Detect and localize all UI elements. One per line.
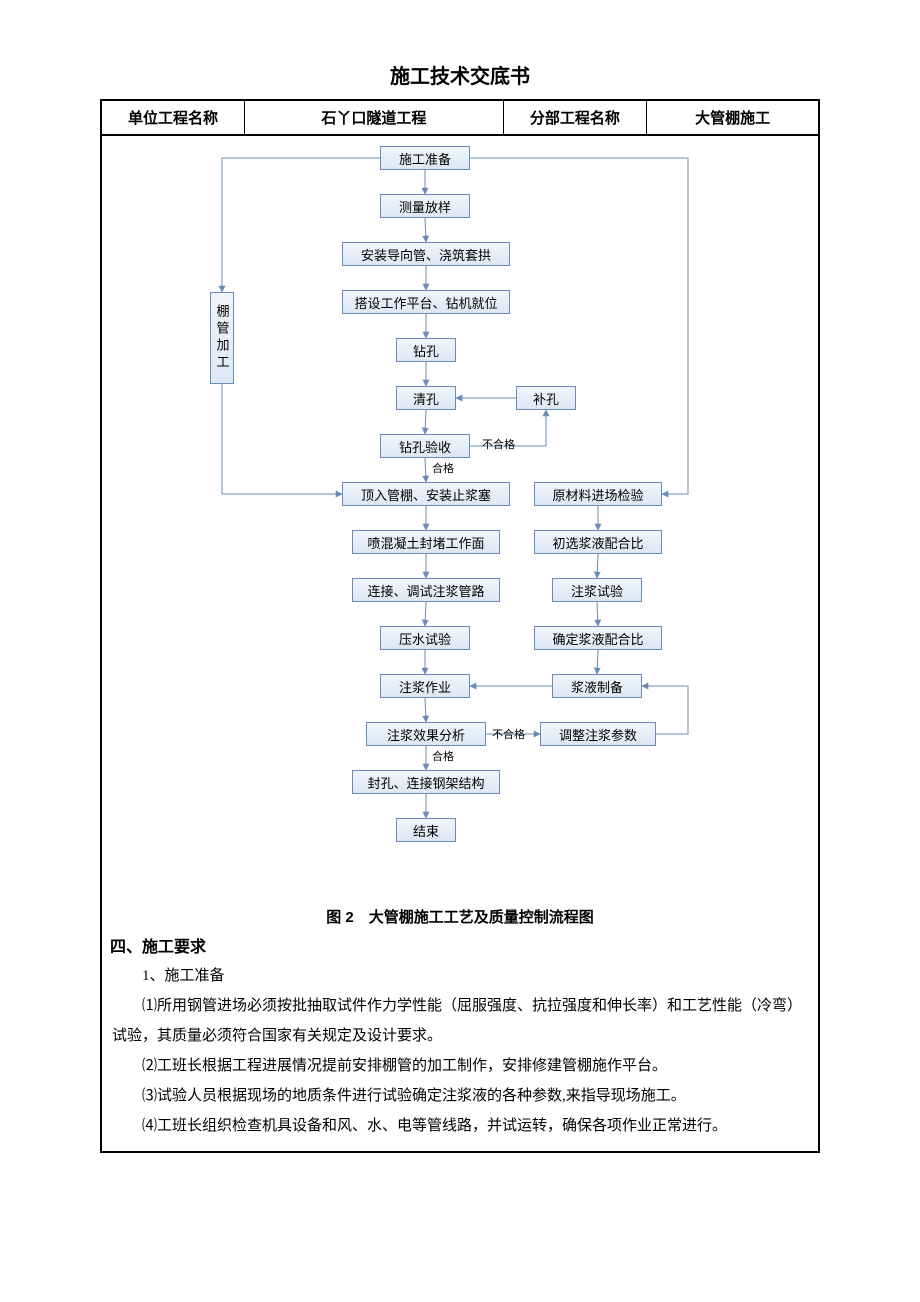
flow-edge [425, 602, 426, 626]
flow-edge [597, 602, 598, 626]
flow-edge-label: 不合格 [492, 726, 525, 742]
flow-edge [425, 698, 426, 722]
hdr-col1-value: 石丫口隧道工程 [245, 100, 503, 135]
flow-edge [425, 410, 426, 434]
flow-node-mix1: 初选浆液配合比 [534, 530, 662, 554]
para-4: ⑶试验人员根据现场的地质条件进行试验确定注浆液的各种参数,来指导现场施工。 [112, 1081, 808, 1111]
section-heading: 四、施工要求 [102, 933, 818, 957]
flow-edge [425, 218, 426, 242]
content-cell: 施工准备测量放样安装导向管、浇筑套拱搭设工作平台、钻机就位钻孔清孔 补孔钻孔验收顶… [100, 136, 820, 1153]
flow-node-gtest: 注浆试验 [552, 578, 642, 602]
flow-edge-label: 合格 [432, 460, 454, 476]
flow-edge [222, 384, 342, 494]
para-1: 1、施工准备 [112, 961, 808, 991]
flow-node-insert: 顶入管棚、安装止浆塞 [342, 482, 510, 506]
flow-edge-label: 合格 [432, 748, 454, 764]
flow-node-connect: 连接、调试注浆管路 [352, 578, 500, 602]
flow-node-adjust: 调整注浆参数 [540, 722, 656, 746]
flowchart: 施工准备测量放样安装导向管、浇筑套拱搭设工作平台、钻机就位钻孔清孔 补孔钻孔验收顶… [102, 136, 818, 896]
flow-node-clear: 清孔 [396, 386, 456, 410]
flow-node-mix2: 确定浆液配合比 [534, 626, 662, 650]
flow-node-survey: 测量放样 [380, 194, 470, 218]
flow-node-guide: 安装导向管、浇筑套拱 [342, 242, 510, 266]
figure-caption: 图 2 大管棚施工工艺及质量控制流程图 [102, 906, 818, 927]
flow-edge [425, 458, 426, 482]
flow-node-shotcrete: 喷混凝土封堵工作面 [352, 530, 500, 554]
flow-edge-label: 不合格 [482, 436, 515, 452]
flow-node-water: 压水试验 [380, 626, 470, 650]
hdr-col1-label: 单位工程名称 [101, 100, 245, 135]
flow-edge [597, 554, 598, 578]
para-3: ⑵工班长根据工程进展情况提前安排棚管的加工制作，安排修建管棚施作平台。 [112, 1051, 808, 1081]
flow-node-grout: 注浆作业 [380, 674, 470, 698]
hdr-col2-label: 分部工程名称 [503, 100, 647, 135]
flow-node-pipe: 棚管加工 [210, 292, 234, 384]
flow-node-drill: 钻孔 [396, 338, 456, 362]
flow-node-raw: 原材料进场检验 [534, 482, 662, 506]
flow-node-platform: 搭设工作平台、钻机就位 [342, 290, 510, 314]
flow-node-seal: 封孔、连接钢架结构 [352, 770, 500, 794]
para-5: ⑷工班长组织检查机具设备和风、水、电等管线路，并试运转，确保各项作业正常进行。 [112, 1111, 808, 1141]
flow-edge [222, 158, 380, 292]
flow-node-slurry: 浆液制备 [552, 674, 642, 698]
flow-node-inspect: 钻孔验收 [380, 434, 470, 458]
body-text: 1、施工准备 ⑴所用钢管进场必须按批抽取试件作力学性能（屈服强度、抗拉强度和伸长… [102, 961, 818, 1151]
doc-title: 施工技术交底书 [100, 60, 820, 89]
hdr-col2-value: 大管棚施工 [647, 100, 819, 135]
flow-edge [597, 650, 598, 674]
flow-node-redrill: 补孔 [516, 386, 576, 410]
para-2: ⑴所用钢管进场必须按批抽取试件作力学性能（屈服强度、抗拉强度和伸长率）和工艺性能… [112, 991, 808, 1051]
flow-node-analyze: 注浆效果分析 [366, 722, 486, 746]
flow-node-end: 结束 [396, 818, 456, 842]
flow-node-prep: 施工准备 [380, 146, 470, 170]
header-table: 单位工程名称 石丫口隧道工程 分部工程名称 大管棚施工 [100, 99, 820, 136]
